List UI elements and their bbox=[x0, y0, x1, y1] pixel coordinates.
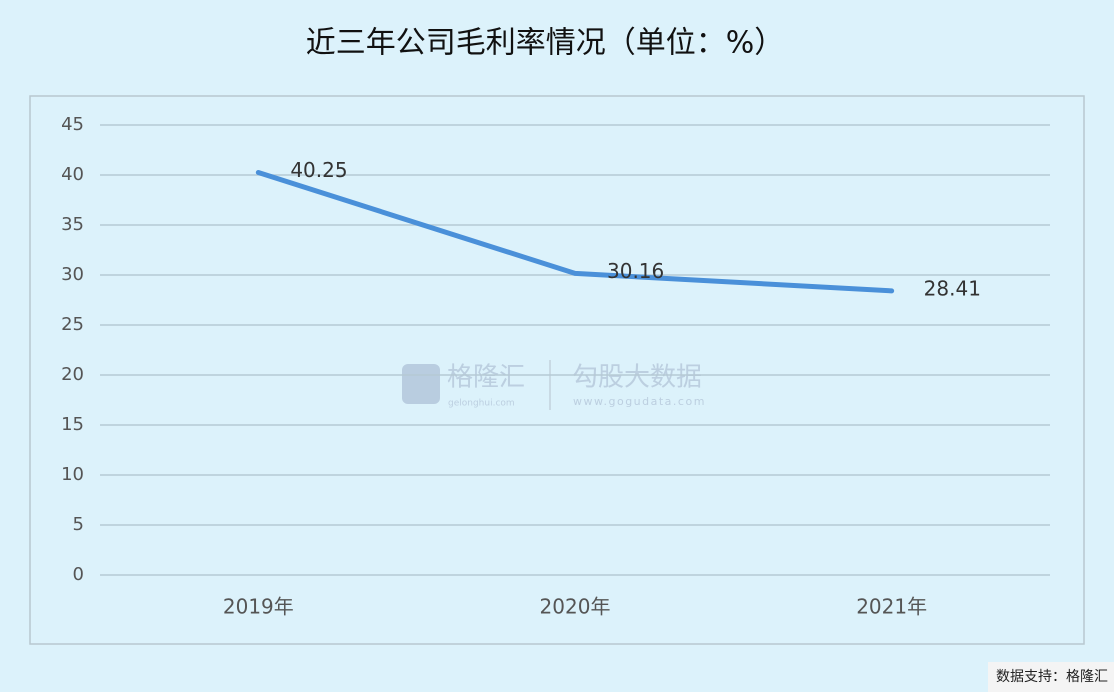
y-tick-label: 45 bbox=[61, 114, 84, 135]
y-tick-label: 0 bbox=[73, 564, 84, 585]
data-label: 30.16 bbox=[607, 259, 664, 283]
watermark-text: 勾股大数据 bbox=[572, 363, 702, 393]
y-tick-label: 40 bbox=[61, 164, 84, 185]
y-tick-label: 15 bbox=[61, 414, 84, 435]
watermark-text: 格隆汇 bbox=[447, 363, 525, 393]
x-tick-label: 2019年 bbox=[223, 595, 294, 619]
y-tick-label: 35 bbox=[61, 214, 84, 235]
watermark-logo bbox=[402, 364, 440, 404]
y-tick-label: 20 bbox=[61, 364, 84, 385]
y-tick-label: 25 bbox=[61, 314, 84, 335]
line bbox=[255, 170, 895, 294]
watermark-text: gelonghui.com bbox=[448, 399, 515, 409]
y-tick-label: 10 bbox=[61, 464, 84, 485]
x-tick-label: 2020年 bbox=[540, 595, 611, 619]
watermark-text: www.gogudata.com bbox=[573, 395, 706, 408]
x-tick-label: 2021年 bbox=[856, 595, 927, 619]
y-tick-label: 5 bbox=[73, 514, 84, 535]
y-tick-label: 30 bbox=[61, 264, 84, 285]
chart-title: 近三年公司毛利率情况（单位：%） bbox=[306, 26, 785, 61]
data-label: 40.25 bbox=[290, 158, 347, 182]
footer: 数据支持：格隆汇 bbox=[996, 669, 1108, 685]
footer-box bbox=[988, 662, 1114, 692]
data-label: 28.41 bbox=[924, 276, 981, 300]
plot-frame bbox=[29, 95, 1085, 645]
